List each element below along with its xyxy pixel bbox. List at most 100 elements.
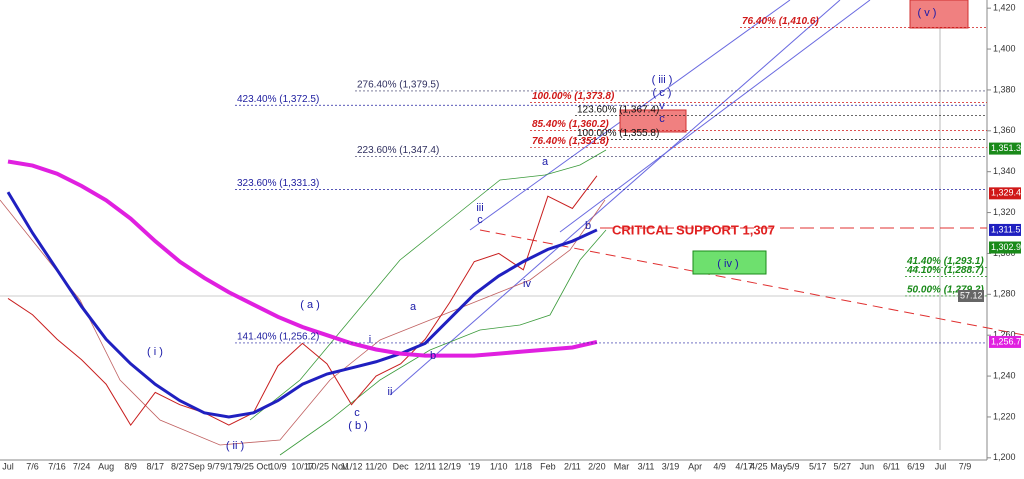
wave-label: ( v ): [918, 7, 937, 19]
wave-label: ( i ): [147, 346, 163, 358]
x-tick-label: Feb: [540, 461, 556, 471]
price-tag: [989, 223, 1021, 236]
x-tick-label: 1/10: [490, 461, 508, 471]
fib-label: 276.40% (1,379.5): [357, 80, 439, 91]
wave-label: ii: [388, 386, 393, 398]
support-label: CRITICAL SUPPORT 1,307: [612, 222, 775, 237]
fib-label: 423.40% (1,372.5): [237, 94, 319, 105]
wave-label: c: [354, 407, 360, 419]
indicator-tag-label: 57.12: [960, 290, 983, 300]
fib-label: 123.60% (1,367.4): [577, 104, 659, 115]
x-tick-label: 2/20: [588, 461, 606, 471]
fib-label: 323.60% (1,331.3): [237, 178, 319, 189]
wave-label: b: [585, 220, 591, 232]
x-tick-label: Sep 9/7: [189, 461, 220, 471]
x-tick-label: 12/11: [414, 461, 436, 471]
fib-label: 141.40% (1,256.2): [237, 332, 319, 343]
x-tick-label: 4/17: [735, 461, 753, 471]
wave-label: c: [659, 113, 665, 125]
wave-label: ( iv ): [717, 258, 738, 270]
fib-label: 100.00% (1,355.8): [577, 128, 659, 139]
x-tick-label: 1/18: [515, 461, 533, 471]
x-tick-label: 6/11: [883, 461, 900, 471]
x-tick-label: 7/16: [48, 461, 66, 471]
wave-label: v: [659, 100, 665, 112]
x-tick-label: 9/17: [220, 461, 238, 471]
fib-label: 85.40% (1,360.2): [532, 119, 609, 130]
price-tag: [989, 142, 1021, 155]
envelope-line: [279, 229, 607, 456]
x-tick-label: 5/9: [787, 461, 800, 471]
y-tick-label: 1,220: [993, 411, 1016, 421]
x-tick-label: 3/11: [638, 461, 655, 471]
wave-label: ( b ): [348, 420, 368, 432]
x-tick-label: 5/27: [834, 461, 852, 471]
price-tag: [989, 335, 1021, 348]
indicator-tag: [958, 290, 984, 302]
wave-label: iii: [476, 202, 483, 214]
x-tick-label: 11/20: [365, 461, 387, 471]
price-tag-label: 1,302.9: [991, 242, 1021, 252]
wave-label: ( a ): [300, 299, 320, 311]
moving-average: [6, 191, 598, 419]
x-tick-label: Apr: [688, 461, 702, 471]
x-tick-label: Aug: [98, 461, 114, 471]
y-tick-label: 1,280: [993, 289, 1016, 299]
x-tick-label: 9/25 Oct: [236, 461, 271, 471]
fib-label: 76.40% (1,410.6): [742, 16, 819, 27]
y-tick-label: 1,400: [993, 43, 1016, 53]
fib-label: 100.00% (1,373.8): [532, 91, 615, 102]
y-tick-label: 1,360: [993, 125, 1016, 135]
x-tick-label: 10/17: [291, 461, 314, 471]
fib-label: 50.00% (1,279.2): [907, 285, 984, 296]
x-tick-label: Dec: [393, 461, 410, 471]
wave-label: a: [410, 301, 417, 313]
x-tick-label: 4/9: [713, 461, 726, 471]
x-tick-label: 2/11: [564, 461, 581, 471]
y-tick-label: 1,260: [993, 330, 1016, 340]
y-tick-label: 1,200: [993, 452, 1016, 462]
y-tick-label: 1,380: [993, 84, 1016, 94]
x-tick-label: Mar: [614, 461, 630, 471]
fib-label: 44.10% (1,288.7): [906, 265, 984, 276]
x-tick-label: 11/12: [341, 461, 363, 471]
envelope-line: [249, 149, 607, 421]
x-tick-label: '19: [468, 461, 480, 471]
wave-label: ( iii ): [652, 74, 673, 86]
wave-label: iv: [523, 278, 531, 290]
price-tag-label: 1,311.5: [991, 224, 1020, 234]
y-tick-label: 1,320: [993, 207, 1016, 217]
x-tick-label: 7/6: [26, 461, 39, 471]
price-line: [7, 175, 598, 427]
wave-label: ( c ): [653, 87, 672, 99]
target-box: [909, 0, 969, 29]
x-tick-label: 7/24: [73, 461, 91, 471]
price-tag: [989, 187, 1021, 200]
price-tag: [989, 241, 1021, 254]
moving-average: [7, 159, 598, 358]
x-tick-label: 8/9: [124, 461, 137, 471]
target-box: [692, 250, 767, 275]
y-tick-label: 1,240: [993, 370, 1016, 380]
x-tick-label: Jul: [935, 461, 947, 471]
y-tick-label: 1,340: [993, 166, 1016, 176]
fib-label: 76.40% (1,351.8): [532, 136, 609, 147]
wave-label: a: [542, 156, 549, 168]
wave-label: i: [369, 334, 371, 346]
wave-label: c: [477, 214, 483, 226]
x-tick-label: 7/9: [959, 461, 972, 471]
x-tick-label: 10/9: [269, 461, 287, 471]
x-tick-label: Jun: [860, 461, 875, 471]
wave-label: b: [430, 350, 436, 362]
x-tick-label: 6/19: [907, 461, 925, 471]
x-tick-label: Jul: [2, 461, 14, 471]
x-tick-label: 8/27: [171, 461, 189, 471]
x-tick-label: 4/25 May: [750, 461, 788, 471]
x-tick-label: 12/19: [438, 461, 461, 471]
x-tick-label: 8/17: [146, 461, 164, 471]
x-tick-label: 3/19: [662, 461, 680, 471]
price-tag-label: 1,329.4: [991, 188, 1021, 198]
y-tick-label: 1,420: [993, 3, 1016, 13]
wave-label: ( ii ): [226, 440, 244, 452]
